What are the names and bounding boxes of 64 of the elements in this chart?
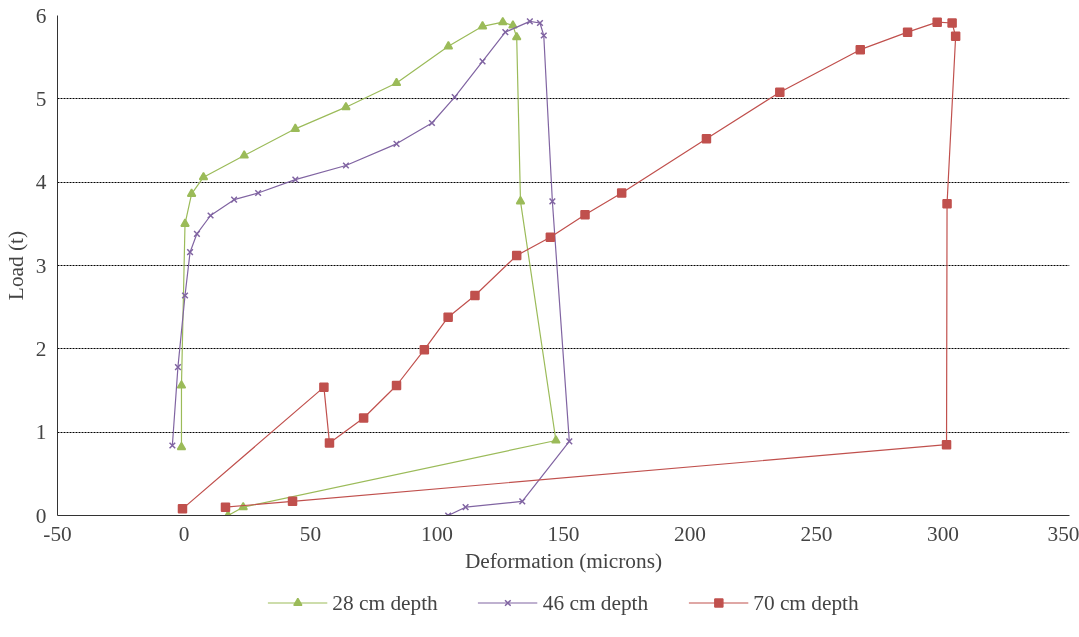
point bbox=[902, 27, 913, 37]
x-tick-label: 250 bbox=[800, 521, 833, 546]
point bbox=[855, 44, 866, 55]
point bbox=[548, 197, 556, 205]
point bbox=[342, 161, 350, 170]
point bbox=[701, 134, 712, 144]
point bbox=[287, 496, 298, 507]
point bbox=[341, 101, 351, 111]
y-tick-label: 4 bbox=[35, 170, 47, 195]
legend-label: 70 cm depth bbox=[753, 590, 859, 615]
point bbox=[942, 199, 952, 209]
point bbox=[177, 504, 188, 514]
y-tick-label: 6 bbox=[35, 3, 47, 28]
point bbox=[176, 380, 187, 389]
point bbox=[220, 502, 231, 512]
point bbox=[545, 232, 556, 242]
point bbox=[443, 40, 454, 50]
point bbox=[470, 290, 480, 301]
point bbox=[291, 176, 299, 184]
point bbox=[616, 188, 627, 198]
point bbox=[580, 209, 590, 220]
x-tick-label: 50 bbox=[299, 521, 322, 546]
y-axis-title: Load (t) bbox=[3, 230, 28, 301]
point bbox=[775, 87, 785, 97]
point bbox=[419, 344, 430, 355]
point bbox=[181, 291, 189, 300]
point bbox=[477, 20, 488, 30]
point bbox=[186, 188, 197, 197]
point bbox=[198, 171, 209, 181]
point bbox=[947, 18, 957, 28]
point bbox=[180, 218, 190, 227]
legend-label: 28 cm depth bbox=[332, 590, 438, 615]
point bbox=[428, 119, 436, 127]
y-tick-label: 1 bbox=[35, 420, 47, 445]
x-tick-label: 100 bbox=[421, 521, 453, 546]
y-tick-label: 3 bbox=[35, 253, 47, 278]
point bbox=[319, 382, 329, 392]
point bbox=[391, 380, 402, 391]
x-tick-label: 0 bbox=[178, 521, 190, 546]
x-tick-label: 150 bbox=[547, 521, 580, 546]
point bbox=[941, 439, 952, 450]
point bbox=[511, 31, 522, 41]
x-tick-label: 200 bbox=[674, 521, 706, 546]
point bbox=[565, 437, 573, 445]
point bbox=[515, 195, 526, 205]
x-tick-label: 350 bbox=[1047, 521, 1079, 546]
point bbox=[536, 19, 544, 27]
point bbox=[391, 77, 402, 87]
point bbox=[511, 250, 522, 261]
point bbox=[498, 16, 508, 26]
point bbox=[176, 441, 187, 451]
point bbox=[290, 123, 301, 132]
point bbox=[950, 31, 961, 42]
point bbox=[239, 150, 249, 159]
x-tick-label: 300 bbox=[927, 521, 959, 546]
legend-label: 46 cm depth bbox=[542, 590, 649, 615]
y-tick-label: 2 bbox=[35, 336, 47, 361]
point bbox=[551, 435, 561, 444]
x-axis-title: Deformation (microns) bbox=[464, 548, 663, 573]
point bbox=[443, 312, 453, 322]
point bbox=[324, 438, 335, 448]
point bbox=[358, 413, 369, 423]
point bbox=[932, 17, 942, 27]
y-tick-label: 5 bbox=[35, 86, 47, 111]
